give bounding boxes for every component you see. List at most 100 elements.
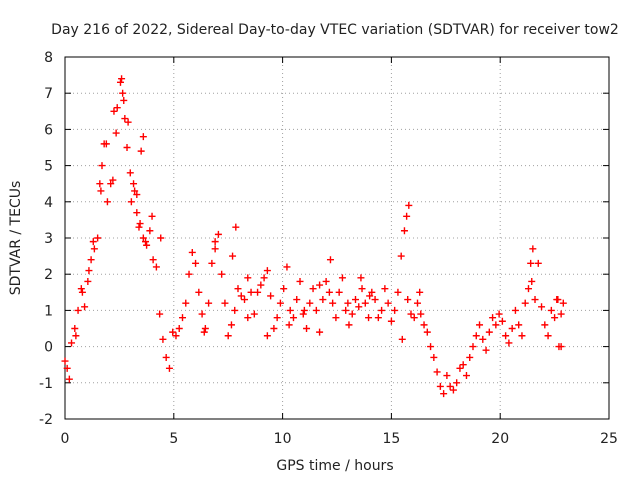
data-point: [489, 314, 497, 322]
data-point: [103, 198, 111, 206]
data-point: [208, 259, 216, 267]
data-point: [81, 303, 89, 311]
data-point: [211, 245, 219, 253]
y-tick-label: 6: [44, 122, 53, 138]
data-point: [423, 328, 431, 336]
data-point: [296, 277, 304, 285]
data-point: [476, 321, 484, 329]
data-point: [148, 212, 156, 220]
x-tick-label: 20: [491, 431, 509, 447]
data-point: [443, 372, 451, 380]
data-point: [257, 281, 265, 289]
data-point: [528, 277, 536, 285]
data-point: [286, 306, 294, 314]
data-point: [136, 220, 144, 228]
x-axis-label: GPS time / hours: [276, 458, 393, 474]
data-point: [505, 339, 513, 347]
data-point: [149, 256, 157, 264]
data-point: [420, 321, 428, 329]
data-point: [192, 259, 200, 267]
data-point: [131, 187, 139, 195]
data-point: [344, 299, 352, 307]
data-point: [440, 390, 448, 398]
data-point: [387, 317, 395, 325]
y-tick-label: -2: [39, 412, 53, 428]
data-point: [527, 259, 535, 267]
y-tick-label: 8: [44, 50, 53, 66]
data-point: [498, 317, 506, 325]
data-point: [306, 299, 314, 307]
data-point: [309, 285, 317, 293]
data-point: [273, 314, 281, 322]
data-point: [316, 328, 324, 336]
data-point: [165, 364, 173, 372]
data-point: [96, 180, 104, 188]
data-point: [133, 191, 141, 199]
data-point: [102, 140, 110, 148]
data-point: [316, 281, 324, 289]
data-point: [283, 263, 291, 271]
data-point: [553, 296, 561, 304]
y-tick-label: 1: [44, 303, 53, 319]
data-point: [224, 332, 232, 340]
data-point: [427, 343, 435, 351]
plot-frame: [64, 56, 610, 420]
data-point: [479, 335, 487, 343]
data-point: [276, 299, 284, 307]
data-point: [403, 212, 411, 220]
data-point: [357, 274, 365, 282]
data-point: [74, 306, 82, 314]
data-point: [77, 285, 85, 293]
chart-title: Day 216 of 2022, Sidereal Day-to-day VTE…: [51, 22, 619, 38]
data-point: [263, 332, 271, 340]
data-point: [355, 303, 363, 311]
data-point: [518, 332, 526, 340]
data-point: [130, 180, 138, 188]
data-point: [398, 335, 406, 343]
data-point: [462, 372, 470, 380]
data-point: [61, 357, 69, 365]
data-point: [289, 314, 297, 322]
data-point: [127, 198, 135, 206]
data-point: [469, 343, 477, 351]
data-point: [116, 78, 124, 86]
data-point: [338, 274, 346, 282]
data-point: [107, 180, 115, 188]
data-point: [524, 285, 532, 293]
data-point: [416, 288, 424, 296]
data-point: [159, 335, 167, 343]
data-point: [326, 256, 334, 264]
data-point: [436, 382, 444, 390]
data-point: [234, 285, 242, 293]
data-point: [157, 234, 165, 242]
data-point: [361, 299, 369, 307]
y-tick-label: 0: [44, 340, 53, 356]
data-point: [139, 133, 147, 141]
data-point: [90, 245, 98, 253]
data-point: [521, 299, 529, 307]
x-tick-label: 25: [600, 431, 618, 447]
data-point: [97, 187, 105, 195]
data-point: [303, 325, 311, 332]
data-point: [332, 314, 340, 322]
data-point: [365, 314, 373, 322]
data-point: [538, 303, 546, 311]
data-point: [237, 292, 245, 300]
x-tick-label: 15: [382, 431, 400, 447]
data-point: [485, 328, 493, 336]
data-point: [175, 325, 183, 332]
data-point: [109, 176, 117, 184]
data-point: [94, 234, 102, 242]
y-tick-label: 7: [44, 86, 53, 102]
data-point: [381, 285, 389, 293]
data-point: [466, 353, 474, 361]
data-point: [319, 296, 327, 304]
data-point: [559, 299, 567, 307]
data-point: [300, 306, 308, 314]
data-points: [61, 75, 567, 398]
data-point: [85, 267, 93, 275]
data-point: [394, 288, 402, 296]
data-point: [221, 299, 229, 307]
data-point: [68, 339, 76, 347]
data-point: [162, 353, 170, 361]
